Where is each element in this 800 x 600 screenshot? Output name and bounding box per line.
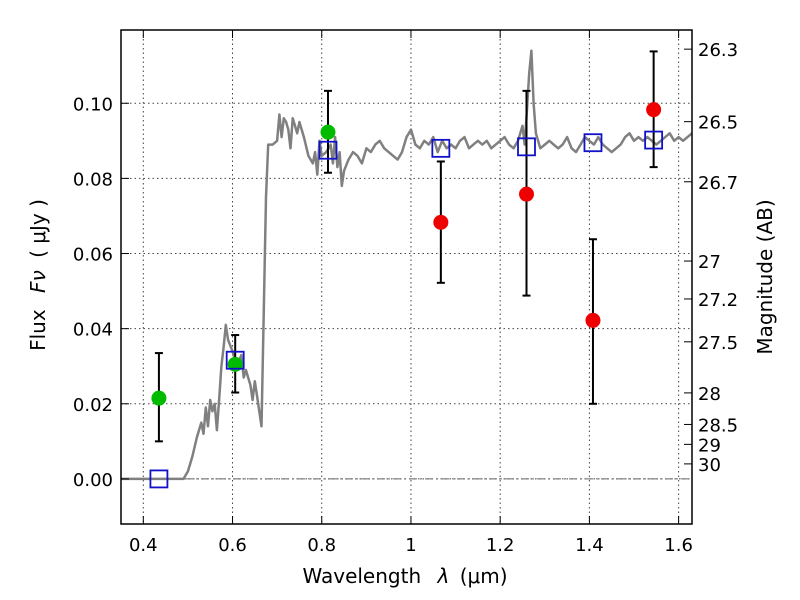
x-axis-title: Wavelength λ (μm): [302, 564, 507, 588]
y-axis-symbol: Fν: [26, 270, 50, 293]
plot-frame: [120, 29, 693, 525]
low-significance-point: [433, 214, 449, 230]
mag-tick-label: 27.5: [698, 333, 738, 354]
mag-tick-label: 28: [698, 384, 721, 405]
mag-tick-label: 26.5: [698, 113, 738, 134]
y-tick-label: 0.00: [73, 470, 113, 491]
grid: [121, 30, 692, 524]
y-tick-label: 0.06: [73, 245, 113, 266]
model-band-flux-point: [431, 138, 451, 158]
y-tick-label: 0.04: [73, 320, 113, 341]
y-axis-label: Flux: [26, 309, 50, 351]
x-axis-symbol: λ: [437, 564, 450, 588]
x-tick-label: 1.6: [664, 535, 693, 556]
detection-point: [320, 124, 336, 140]
mag-tick-label: 28.5: [698, 415, 738, 436]
y-axis-title: Flux Fν ( μJy ): [26, 199, 50, 351]
x-tick-label: 1.2: [486, 535, 515, 556]
axes-ticks: 0.4 0.6 0.8 1 1.2 1.4 1.6 0.00 0.02 0.04 0.06 0.08 0…: [73, 30, 738, 556]
mag-tick-label: 26.3: [698, 40, 738, 61]
x-tick-label: 1.4: [575, 535, 604, 556]
mag-tick-label: 27: [698, 252, 721, 273]
model-band-flux-point: [225, 350, 245, 370]
y-axis-unit: ( μJy ): [26, 199, 50, 258]
detection-point: [151, 390, 167, 406]
x-tick-label: 1: [405, 535, 416, 556]
low-significance-point: [646, 102, 662, 118]
model-band-flux-point: [644, 130, 664, 150]
model-band-flux-point: [318, 140, 338, 160]
mag-tick-label: 29: [698, 435, 721, 456]
model-spectrum-line: [121, 49, 693, 481]
y-tick-label: 0.10: [73, 94, 113, 115]
model-band-flux-point: [149, 469, 169, 489]
mag-tick-label: 26.7: [698, 173, 738, 194]
low-significance-point: [518, 186, 534, 202]
y-tick-label: 0.08: [73, 169, 113, 190]
model-band-flux-point: [583, 133, 603, 153]
x-tick-label: 0.8: [307, 535, 336, 556]
x-axis-label: Wavelength: [302, 564, 421, 588]
x-tick-label: 0.6: [218, 535, 247, 556]
y2-axis-title: Magnitude (AB): [753, 199, 777, 354]
x-axis-unit: (μm): [460, 564, 508, 588]
low-significance-point: [585, 312, 601, 328]
model-band-flux-point: [517, 137, 536, 157]
mag-tick-label: 27.2: [698, 290, 738, 311]
mag-tick-label: 30: [698, 455, 721, 476]
plot-area: [121, 49, 693, 489]
x-tick-label: 0.4: [129, 535, 158, 556]
y-tick-label: 0.02: [73, 395, 113, 416]
